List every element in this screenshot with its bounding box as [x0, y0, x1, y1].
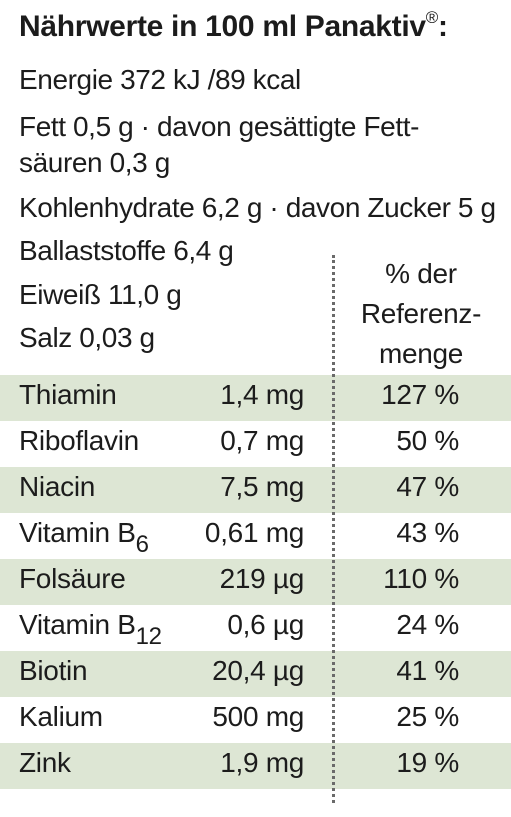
- row-percent: 43 %: [396, 517, 459, 548]
- fiber-line: Ballaststoffe 6,4 g: [19, 235, 234, 266]
- row-percent: 110 %: [383, 563, 459, 594]
- table-row: Riboflavin 0,7 mg 50 %: [0, 421, 511, 467]
- salt-line: Salz 0,03 g: [19, 322, 155, 353]
- row-percent: 24 %: [396, 609, 459, 640]
- row-amount: 1,9 mg: [220, 747, 304, 778]
- table-row: Vitamin B12 0,6 µg 24 %: [0, 605, 511, 651]
- vitamin-table: Thiamin 1,4 mg 127 % Riboflavin 0,7 mg 50 % …: [0, 375, 511, 789]
- row-name: Thiamin: [19, 379, 117, 410]
- row-percent: 50 %: [396, 425, 459, 456]
- table-row: Niacin 7,5 mg 47 %: [0, 467, 511, 513]
- panel-title: Nährwerte in 100 ml Panaktiv®:: [19, 8, 448, 43]
- row-percent: 25 %: [396, 701, 459, 732]
- carbohydrates-line: Kohlenhydrate 6,2 g · davon Zucker 5 g: [19, 192, 496, 223]
- registered-mark: ®: [425, 8, 439, 27]
- row-amount: 7,5 mg: [220, 471, 304, 502]
- reference-header-line3: menge: [378, 338, 464, 369]
- row-percent: 19 %: [396, 747, 459, 778]
- column-divider: [332, 255, 335, 803]
- row-name: Zink: [19, 747, 71, 778]
- row-name: Biotin: [19, 655, 88, 686]
- row-percent: 47 %: [396, 471, 459, 502]
- row-amount: 20,4 µg: [212, 655, 304, 686]
- row-name: Riboflavin: [19, 425, 139, 456]
- saturated-fat-line: säuren 0,3 g: [19, 147, 170, 178]
- reference-header-line2: Referenz-: [360, 298, 482, 329]
- row-amount: 500 mg: [212, 701, 304, 732]
- row-name: Folsäure: [19, 563, 126, 594]
- row-name: Niacin: [19, 471, 96, 502]
- table-row: Folsäure 219 µg 110 %: [0, 559, 511, 605]
- row-amount: 219 µg: [219, 563, 305, 594]
- table-row: Thiamin 1,4 mg 127 %: [0, 375, 511, 421]
- row-name: Vitamin B6: [19, 517, 149, 558]
- row-amount: 0,7 mg: [220, 425, 304, 456]
- table-row: Zink 1,9 mg 19 %: [0, 743, 511, 789]
- row-percent: 127 %: [381, 379, 459, 410]
- row-name: Vitamin B12: [19, 609, 162, 650]
- table-row: Kalium 500 mg 25 %: [0, 697, 511, 743]
- row-percent: 41 %: [396, 655, 459, 686]
- row-amount: 0,6 µg: [227, 609, 304, 640]
- row-amount: 0,61 mg: [204, 517, 304, 548]
- row-name: Kalium: [19, 701, 103, 732]
- reference-header-line1: % der: [385, 258, 457, 289]
- reference-header: % der Referenz- menge: [335, 254, 507, 374]
- row-amount: 1,4 mg: [220, 379, 304, 410]
- fat-line: Fett 0,5 g · davon gesättigte Fett-: [19, 111, 419, 142]
- table-row: Vitamin B6 0,61 mg 43 %: [0, 513, 511, 559]
- energy-line: Energie 372 kJ /89 kcal: [19, 64, 301, 95]
- protein-line: Eiweiß 11,0 g: [19, 279, 182, 310]
- table-row: Biotin 20,4 µg 41 %: [0, 651, 511, 697]
